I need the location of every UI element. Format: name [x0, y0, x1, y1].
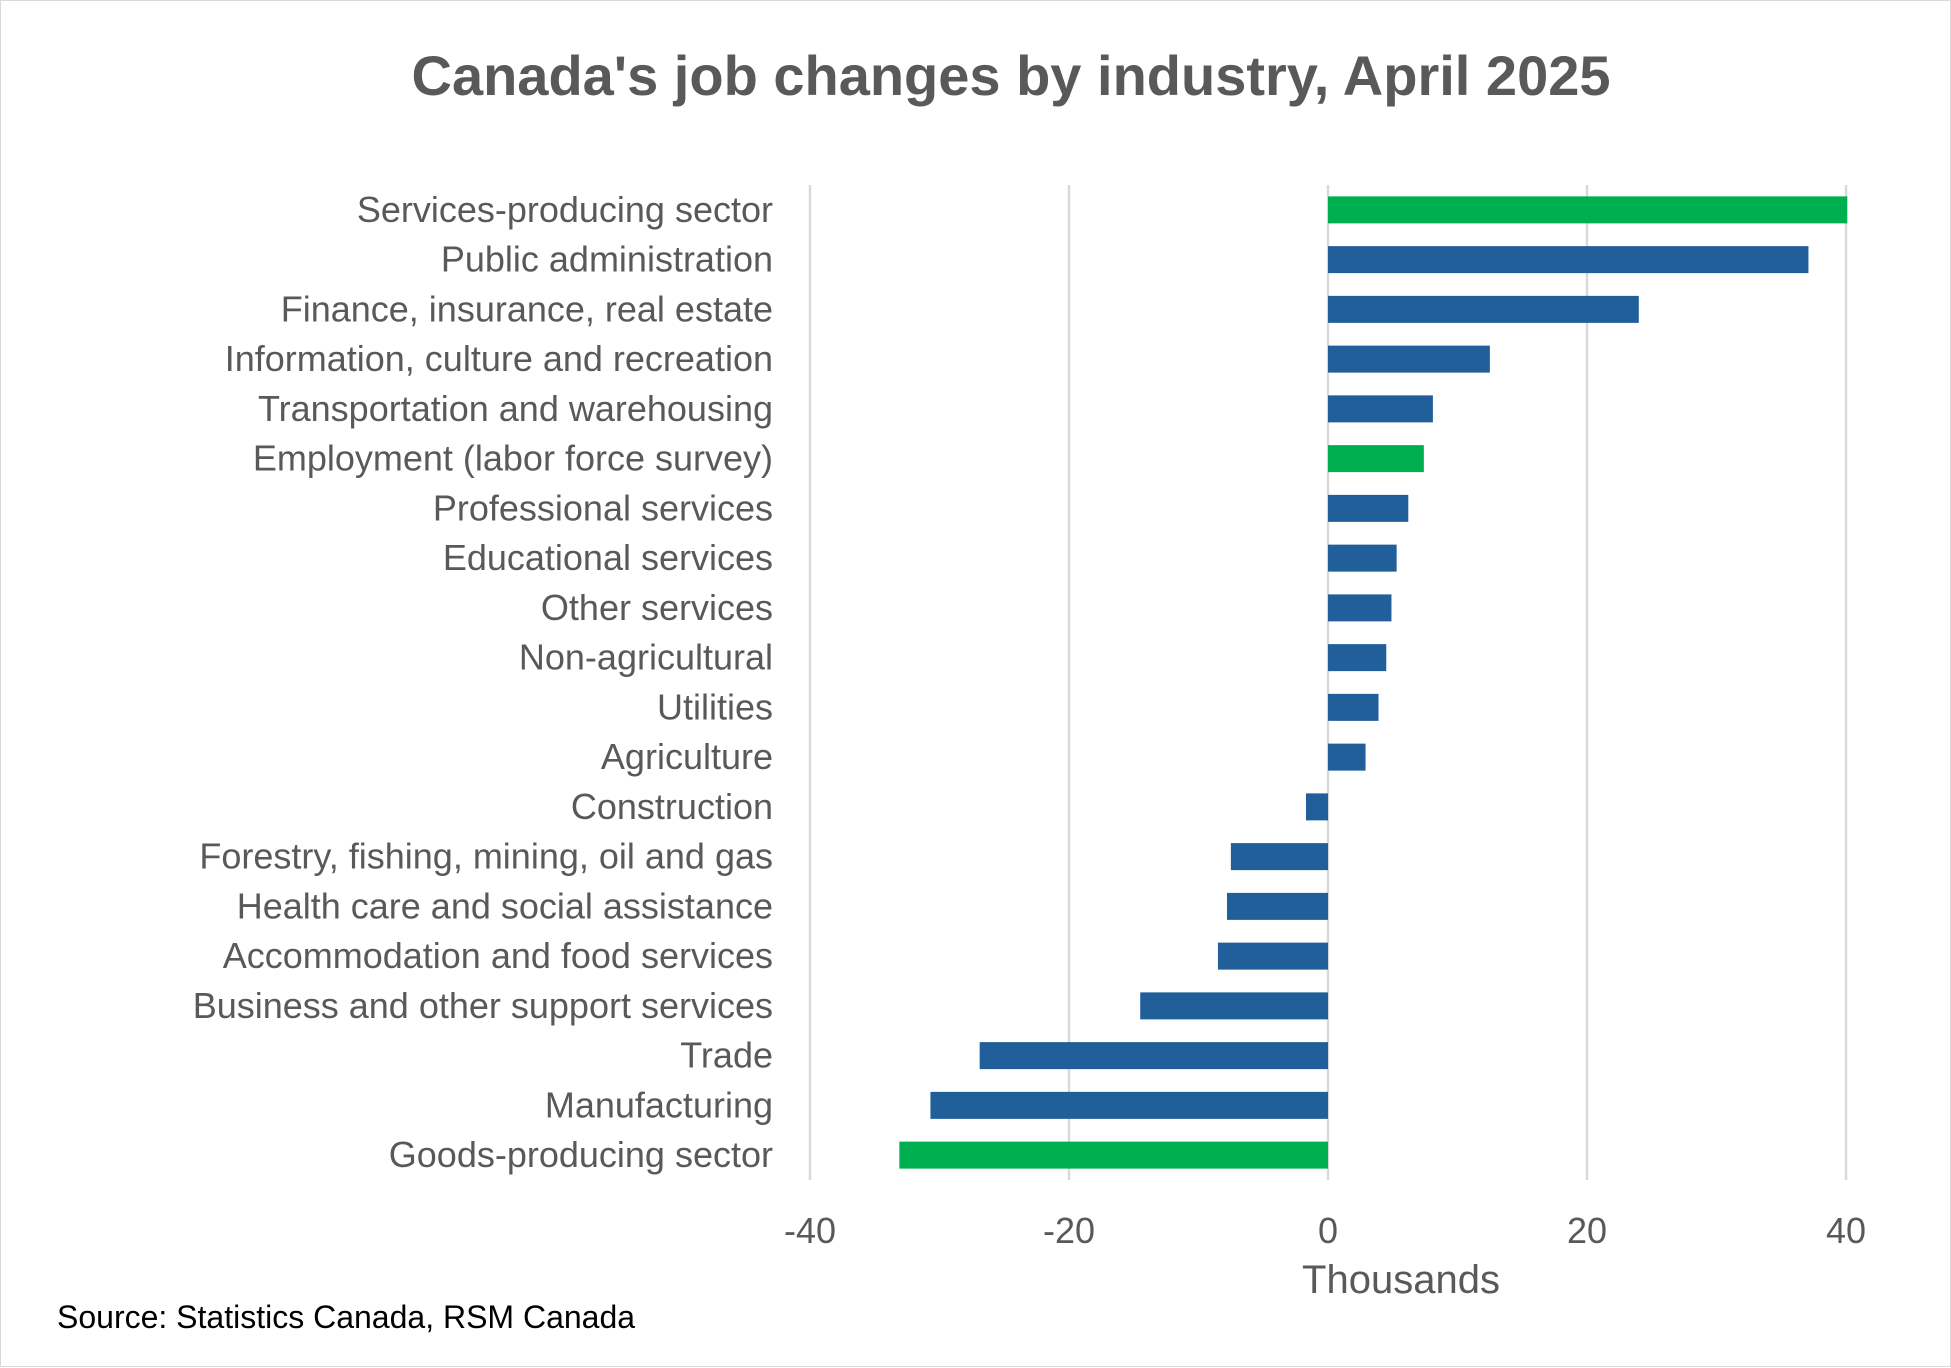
x-tick-label: -20 [1043, 1210, 1095, 1251]
bars [899, 196, 1848, 1169]
bar [1328, 644, 1387, 672]
bar [1328, 345, 1490, 373]
source-note: Source: Statistics Canada, RSM Canada [57, 1299, 635, 1335]
x-tick-label: -40 [784, 1210, 836, 1251]
category-label: Professional services [433, 487, 773, 528]
bar [1328, 693, 1379, 721]
bar [1328, 594, 1392, 622]
x-tick-label: 20 [1567, 1210, 1607, 1251]
category-label: Employment (labor force survey) [253, 438, 773, 479]
category-label: Services-producing sector [357, 189, 773, 230]
bar [1328, 445, 1424, 473]
x-tick-labels: -40 -20 0 20 40 [784, 1210, 1866, 1251]
category-label: Manufacturing [545, 1084, 773, 1125]
gridlines [808, 185, 1848, 1180]
x-tick-label: 0 [1318, 1210, 1338, 1251]
category-label: Other services [541, 587, 773, 628]
category-label: Health care and social assistance [237, 885, 773, 926]
bar [1140, 992, 1328, 1020]
category-label: Transportation and warehousing [258, 388, 773, 429]
category-label: Construction [571, 786, 773, 827]
category-label: Accommodation and food services [223, 935, 773, 976]
bar [1328, 494, 1409, 522]
category-labels: Services-producing sector Public administ… [193, 189, 773, 1175]
category-label: Business and other support services [193, 985, 773, 1026]
bar [899, 1141, 1328, 1169]
category-label: Finance, insurance, real estate [281, 288, 773, 329]
bar [1230, 843, 1328, 871]
category-label: Goods-producing sector [389, 1134, 773, 1175]
chart-title: Canada's job changes by industry, April … [412, 44, 1611, 107]
category-label: Trade [680, 1035, 773, 1076]
category-label: Utilities [657, 686, 773, 727]
category-label: Public administration [441, 239, 773, 280]
bar [1328, 544, 1397, 572]
x-axis-label: Thousands [1302, 1258, 1500, 1302]
category-label: Information, culture and recreation [225, 338, 773, 379]
bar [1328, 295, 1639, 323]
bar [1226, 892, 1328, 920]
bar [1328, 196, 1848, 224]
category-label: Educational services [443, 537, 773, 578]
bar [1217, 942, 1328, 970]
category-label: Forestry, fishing, mining, oil and gas [199, 836, 773, 877]
category-label: Non-agricultural [519, 637, 773, 678]
bar [1328, 743, 1366, 771]
category-label: Agriculture [601, 736, 773, 777]
bar [1328, 246, 1809, 274]
bar [1328, 395, 1433, 423]
bar [979, 1042, 1328, 1070]
bar [930, 1091, 1328, 1119]
x-tick-label: 40 [1826, 1210, 1866, 1251]
bar [1305, 793, 1328, 821]
